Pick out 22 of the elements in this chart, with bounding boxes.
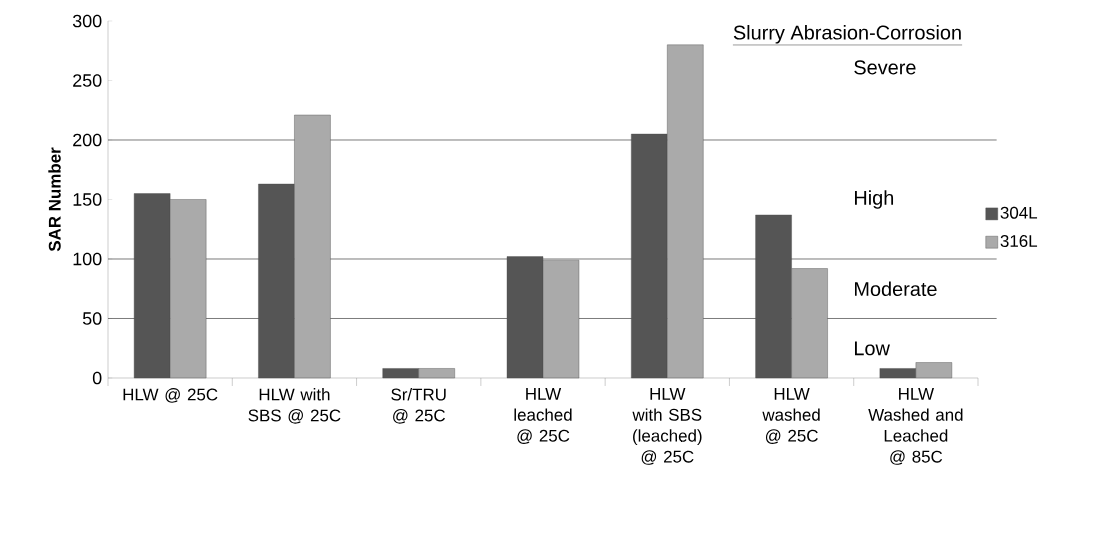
annotation: High [855, 190, 894, 209]
legend-label: 304L [1000, 206, 1038, 219]
x-tick-label: HLW leached @ 25C [514, 388, 572, 444]
y-tick-label: 50 [82, 312, 102, 325]
y-tick-label: 200 [73, 133, 102, 147]
x-tick-label: Sr/TRU @ 25C [391, 388, 446, 424]
x-tick-label: HLW Washed and Leached @ 85C [868, 388, 963, 465]
y-tick-label: 250 [73, 74, 102, 87]
chart-title: Slurry Abrasion-Corrosion [733, 24, 961, 44]
x-tick-label: HLW with SBS (leached) @ 25C [632, 388, 702, 465]
x-tick-label: HLW washed @ 25C [762, 388, 820, 444]
annotation: Severe [854, 60, 916, 75]
legend-label: 316L [1000, 235, 1038, 248]
annotation: Moderate [855, 281, 937, 297]
y-tick-label: 150 [73, 193, 102, 206]
x-tick-label: HLW @ 25C [123, 388, 218, 403]
y-axis-title: SAR Number [48, 147, 61, 252]
y-tick-label: 300 [72, 14, 102, 28]
x-tick-label: HLW with SBS @ 25C [248, 388, 341, 424]
annotation: Low [855, 341, 890, 356]
y-tick-label: 100 [73, 252, 102, 266]
y-tick-label: 0 [92, 371, 102, 385]
